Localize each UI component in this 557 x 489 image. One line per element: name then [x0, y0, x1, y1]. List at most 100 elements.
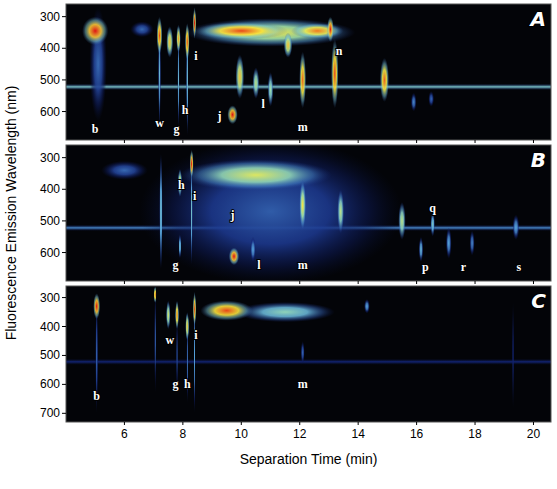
plot-area: [66, 145, 551, 281]
x-tick: [358, 422, 359, 425]
x-tick: [299, 281, 300, 284]
peak: [195, 22, 288, 40]
peak-label: m: [298, 120, 308, 134]
peak: [229, 247, 240, 265]
x-tick: [533, 281, 534, 284]
peak: [235, 55, 244, 99]
x-tick: [475, 140, 476, 143]
peak: [166, 300, 171, 329]
y-tick-label: 600: [40, 105, 60, 119]
peak: [130, 21, 153, 37]
peak: [268, 72, 274, 107]
plot-background: [66, 286, 551, 422]
x-tick-label: 8: [180, 427, 187, 441]
x-tick: [124, 281, 125, 284]
x-tick: [182, 281, 183, 284]
plot-area: [66, 4, 551, 140]
y-tick: [62, 48, 66, 49]
x-axis-title: Separation Time (min): [240, 451, 378, 467]
x-tick: [299, 140, 300, 143]
y-tick-label: 300: [40, 291, 60, 305]
y-tick-label: 500: [40, 214, 60, 228]
y-tick-label: 300: [40, 10, 60, 24]
peak-label: l: [262, 97, 266, 111]
peak: [284, 32, 293, 57]
y-tick: [62, 355, 66, 356]
x-tick-label: 16: [410, 427, 424, 441]
peak: [175, 300, 179, 329]
x-tick: [124, 140, 125, 143]
y-axis-title: Fluorescence Emission Wavelength (nm): [3, 86, 19, 341]
y-tick: [62, 16, 66, 17]
x-tick: [241, 281, 242, 284]
x-tick-label: 6: [121, 427, 128, 441]
peak: [193, 7, 197, 39]
x-tick: [182, 422, 183, 425]
peak: [364, 299, 370, 313]
x-tick: [299, 422, 300, 425]
peak-label: l: [257, 258, 261, 272]
peak: [154, 286, 156, 399]
peak: [185, 23, 190, 61]
plot-frame: [66, 286, 551, 422]
peak-label: n: [336, 44, 343, 58]
y-tick: [62, 189, 66, 190]
x-tick: [475, 422, 476, 425]
x-tick: [358, 281, 359, 284]
peak-label: m: [298, 377, 308, 391]
peak-label: i: [194, 49, 198, 63]
y-tick: [62, 79, 66, 80]
x-tick-label: 10: [235, 427, 249, 441]
peak-label: h: [182, 103, 189, 117]
peak: [250, 237, 256, 262]
x-tick: [416, 422, 417, 425]
y-tick: [62, 252, 66, 253]
peak-label: j: [230, 208, 235, 222]
peak: [252, 67, 259, 99]
y-tick-label: 400: [40, 182, 60, 196]
y-tick: [62, 220, 66, 221]
peak: [299, 51, 306, 108]
y-tick-label: 600: [40, 246, 60, 260]
peak: [512, 292, 514, 419]
peak-label: p: [422, 260, 429, 274]
plot-frame: [66, 4, 551, 140]
figure: 300400500600bwghijlmnA300400500600higjlm…: [0, 0, 557, 489]
x-tick: [241, 422, 242, 425]
peak-label: i: [193, 189, 197, 203]
x-tick: [124, 422, 125, 425]
peak-label: r: [461, 260, 467, 274]
peak: [180, 159, 332, 191]
peak: [159, 151, 163, 271]
plot-area: [66, 286, 551, 422]
peak-label: i: [194, 328, 198, 342]
peak: [82, 17, 108, 45]
y-tick: [62, 111, 66, 112]
plot-background: [66, 4, 551, 140]
x-tick: [182, 140, 183, 143]
peak-label: m: [298, 258, 308, 272]
peak-label: h: [184, 377, 191, 391]
x-tick: [533, 140, 534, 143]
x-tick: [533, 422, 534, 425]
y-tick: [62, 384, 66, 385]
y-tick-label: 400: [40, 320, 60, 334]
x-tick-label: 18: [468, 427, 482, 441]
peak: [327, 17, 334, 42]
y-tick-label: 300: [40, 151, 60, 165]
peak: [227, 105, 238, 124]
y-tick: [62, 326, 66, 327]
peak: [176, 25, 181, 53]
peak: [301, 341, 305, 364]
peak: [291, 23, 344, 39]
peak-label: s: [517, 260, 522, 274]
panel-letter: C: [531, 289, 546, 313]
peak-label: q: [429, 201, 436, 215]
panel-letter: B: [531, 148, 546, 172]
emission-band: [66, 84, 551, 90]
peak: [398, 202, 406, 240]
x-tick: [358, 140, 359, 143]
y-tick-label: 700: [40, 406, 60, 420]
x-tick-label: 12: [293, 427, 307, 441]
peak-label: h: [178, 178, 185, 192]
